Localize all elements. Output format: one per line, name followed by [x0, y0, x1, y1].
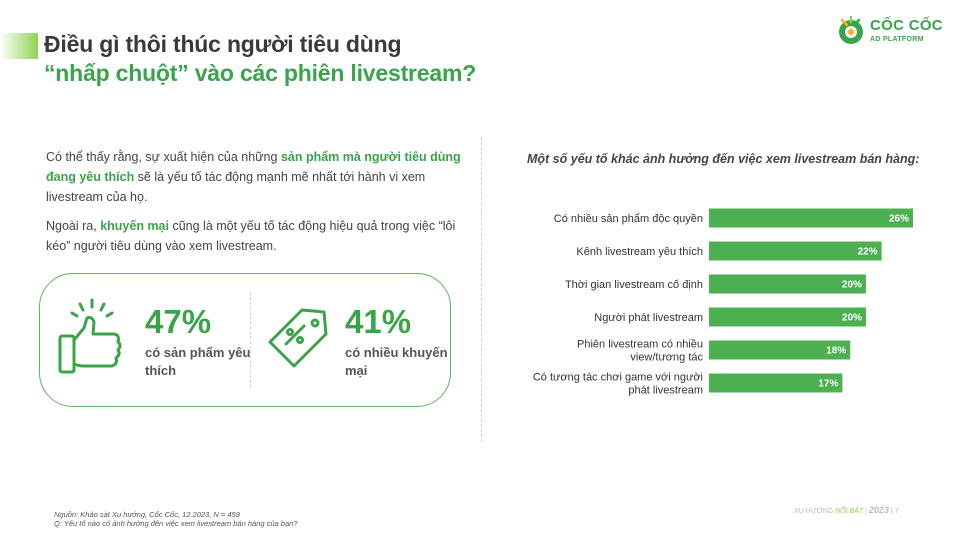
p2-bold: khuyến mại	[100, 219, 169, 233]
footer-label: XU HƯỚNG	[794, 508, 834, 515]
stats-box: 47% có sản phẩm yêu thích 41% có nhiều k…	[39, 273, 451, 407]
bar-6	[709, 373, 843, 393]
bar-value-label-2: 22%	[858, 247, 878, 258]
bar-4	[709, 307, 866, 327]
bar-value-label-3: 20%	[842, 280, 862, 291]
bar-chart: 26% Có nhiều sản phẩm độc quyền 22% Kênh li…	[533, 208, 913, 397]
category-label-5: Phiên livestream có nhiều view/tương tác	[577, 339, 703, 364]
logo-sub: AD PLATFORM	[870, 36, 924, 43]
footer-source: Nguồn: Khảo sát Xu hướng, Cốc Cốc, 12.20…	[54, 510, 297, 528]
title-line-2: “nhấp chuột” vào các phiên livestream?	[44, 60, 477, 86]
title-line-1: Điều gì thôi thúc người tiêu dùng	[44, 31, 402, 57]
bar-value-label-1: 26%	[889, 214, 909, 225]
bar-5	[709, 340, 851, 360]
category-label-2: Kênh livestream yêu thích	[576, 246, 703, 258]
question-text: Q: Yếu tố nào có ảnh hưởng đến việc xem …	[54, 519, 298, 528]
stat-2-value: 41%	[345, 303, 412, 340]
p1-pre: Có thể thấy rằng, sự xuất hiện của những	[46, 150, 281, 164]
stat-1-value: 47%	[145, 303, 212, 340]
coccoc-logo: CỐC CỐC AD PLATFORM	[836, 15, 946, 48]
p2-post: cũng là một yếu tố tác động hiệu quả tro…	[46, 219, 456, 253]
footer-sep-1: |	[865, 508, 867, 515]
intro-paragraph-2: Ngoài ra, khuyến mại cũng là một yếu tố …	[46, 216, 466, 256]
p1-bold: sản phẩm mà người tiêu dùng đang yêu thí…	[46, 150, 461, 184]
stat-divider	[250, 292, 251, 388]
price-tag-icon	[268, 308, 328, 368]
accent-bar	[0, 33, 38, 59]
bar-value-label-6: 17%	[818, 379, 838, 390]
chart-title: Một số yếu tố khác ảnh hưởng đến việc xe…	[527, 152, 920, 166]
category-label-1: Có nhiều sản phẩm độc quyền	[554, 213, 703, 225]
p1-post: sẽ là yếu tố tác động mạnh mẽ nhất tới h…	[46, 170, 426, 204]
footer-sep-2: |	[890, 508, 893, 515]
category-label-3: Thời gian livestream cố định	[565, 279, 703, 291]
bar-1	[709, 208, 913, 228]
thumbs-up-icon	[58, 298, 122, 374]
stat-2-label: có nhiều khuyến mại	[345, 345, 448, 378]
page-title: Điều gì thôi thúc người tiêu dùng “nhấp …	[44, 30, 476, 88]
bar-value-label-5: 18%	[826, 346, 846, 357]
bar-3	[709, 274, 866, 294]
footer-year: 2023	[868, 505, 889, 515]
bar-2	[709, 241, 882, 261]
bar-value-label-4: 20%	[842, 313, 862, 324]
logo-brand: CỐC CỐC	[870, 17, 943, 34]
intro-paragraph-1: Có thể thấy rằng, sự xuất hiện của những…	[46, 147, 466, 207]
footer-highlight: NỔI BẬT	[835, 508, 864, 515]
coccoc-logo-icon	[839, 15, 863, 44]
section-divider	[481, 137, 482, 442]
source-text: Nguồn: Khảo sát Xu hướng, Cốc Cốc, 12.20…	[54, 510, 240, 519]
category-label-4: Người phát livestream	[594, 312, 703, 324]
footer-page-info: XU HƯỚNG NỔI BẬT | 2023 | 7	[794, 505, 899, 515]
page-number: 7	[894, 508, 899, 515]
stat-1-label: có sản phẩm yêu thích	[145, 345, 251, 378]
p2-pre: Ngoài ra,	[46, 219, 101, 233]
category-label-6: Có tương tác chơi game với người phát liv…	[533, 372, 703, 397]
